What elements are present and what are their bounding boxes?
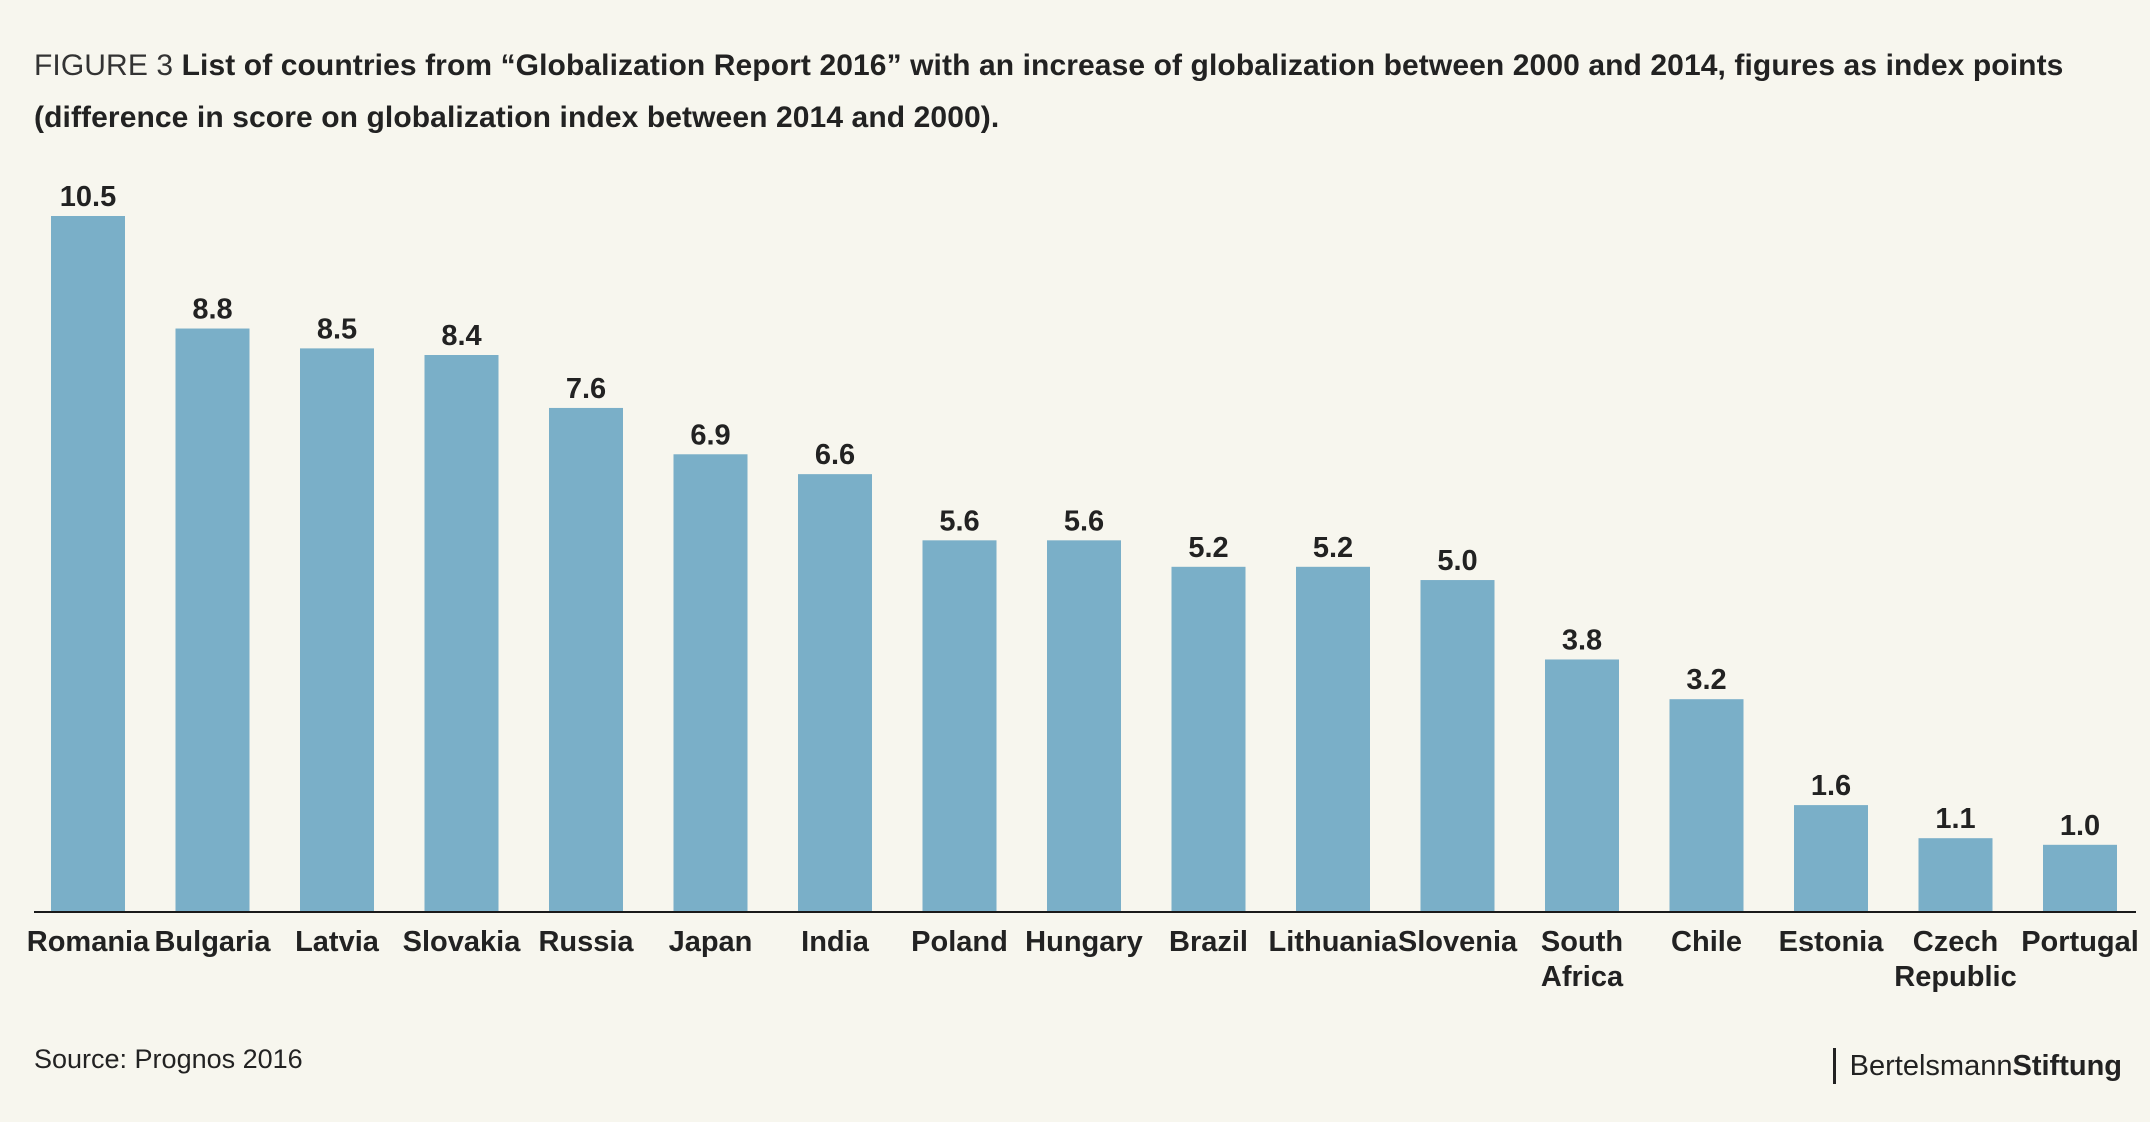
data-label: 8.8 (192, 294, 232, 326)
category-label-line: Japan (669, 926, 753, 958)
bar-south-africa (1545, 659, 1619, 911)
category-label: Japan (669, 926, 753, 958)
category-label-line: Estonia (1779, 926, 1885, 958)
data-label: 8.5 (317, 313, 357, 345)
category-label: Lithuania (1269, 926, 1399, 958)
category-label-line: Brazil (1169, 926, 1248, 958)
category-label-line: Slovenia (1398, 926, 1518, 958)
bar-brazil (1171, 566, 1246, 911)
bar-japan (673, 454, 748, 911)
data-label: 7.6 (566, 373, 606, 405)
category-label-line: Bulgaria (154, 926, 271, 958)
bar-latvia (300, 348, 374, 911)
brand-name-part2: Stiftung (2012, 1050, 2122, 1082)
brand-logo: BertelsmannStiftung (1832, 1048, 2122, 1084)
category-label: Latvia (295, 926, 380, 958)
data-label: 5.2 (1313, 532, 1353, 564)
data-label: 6.6 (815, 439, 855, 471)
bar-poland (922, 540, 997, 911)
bar-lithuania (1296, 566, 1370, 911)
data-label: 10.5 (60, 181, 116, 213)
bar-bulgaria (175, 328, 250, 911)
data-label: 5.6 (1064, 505, 1104, 537)
source-note: Source: Prognos 2016 (34, 1044, 303, 1074)
chart-title: List of countries from “Globalization Re… (34, 49, 2064, 134)
category-label: India (801, 926, 870, 958)
bar-portugal (2043, 844, 2117, 911)
category-label-line: Romania (27, 926, 150, 958)
bar-romania (51, 216, 125, 911)
category-label: Romania (27, 926, 150, 958)
bar-slovenia (1420, 580, 1495, 911)
category-label-line: Russia (538, 926, 634, 958)
data-label: 5.6 (939, 505, 979, 537)
category-label: Slovakia (403, 926, 522, 958)
category-label: Brazil (1169, 926, 1248, 958)
category-label: Hungary (1025, 926, 1143, 958)
category-label: Estonia (1779, 926, 1885, 958)
bar-estonia (1794, 805, 1868, 911)
bar-czech-republic (1918, 838, 1993, 911)
category-label-line: Africa (1541, 961, 1624, 993)
category-label: Russia (538, 926, 634, 958)
figure-label: FIGURE 3 (34, 49, 174, 82)
data-label: 5.2 (1188, 532, 1228, 564)
category-label: Portugal (2021, 926, 2139, 958)
category-label: Slovenia (1398, 926, 1518, 958)
category-label: Chile (1671, 926, 1742, 958)
bar-india (798, 474, 872, 911)
data-label: 6.9 (690, 419, 730, 451)
category-label-line: Slovakia (403, 926, 522, 958)
figure-caption: FIGURE 3 List of countries from “Globali… (34, 40, 2114, 144)
data-label: 1.1 (1935, 803, 1975, 835)
data-label: 3.8 (1562, 624, 1602, 656)
category-label-line: Portugal (2021, 926, 2139, 958)
category-label-line: Czech (1913, 926, 1998, 958)
category-label-line: Hungary (1025, 926, 1143, 958)
category-label-line: Lithuania (1269, 926, 1399, 958)
data-label: 1.0 (2060, 810, 2100, 842)
data-label: 1.6 (1811, 770, 1851, 802)
category-label-line: Republic (1894, 961, 2016, 993)
bar-russia (549, 407, 623, 911)
category-label: Czech Republic (1894, 926, 2016, 993)
bar-slovakia (424, 355, 499, 911)
category-label-line: Poland (911, 926, 1008, 958)
data-label: 3.2 (1686, 664, 1726, 696)
data-label: 5.0 (1437, 545, 1477, 577)
category-label: South Africa (1541, 926, 1624, 993)
category-label: Bulgaria (154, 926, 271, 958)
brand-name-part1: Bertelsmann (1849, 1050, 2013, 1082)
category-label-line: Chile (1671, 926, 1742, 958)
data-label: 8.4 (441, 320, 481, 352)
category-label-line: India (801, 926, 870, 958)
bar-hungary (1047, 540, 1121, 911)
category-label-line: South (1541, 926, 1623, 958)
category-label: Poland (911, 926, 1008, 958)
bar-chile (1669, 699, 1744, 911)
category-label-line: Latvia (295, 926, 380, 958)
